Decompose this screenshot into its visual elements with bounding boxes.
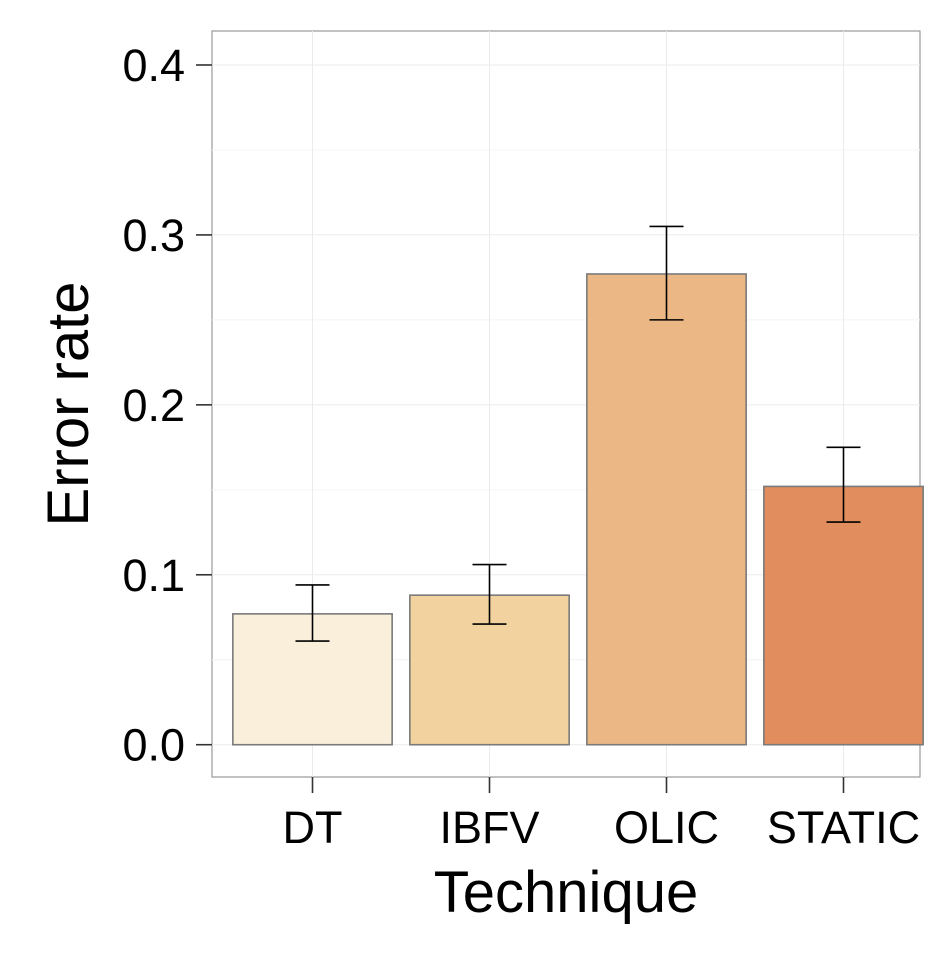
x-tick-label: STATIC (767, 802, 920, 853)
error-bar-olic (649, 225, 684, 321)
x-axis-title: Technique (434, 860, 698, 925)
y-tick-label: 0.3 (122, 210, 185, 261)
error-bar-ibfv (472, 563, 507, 625)
y-tick-label: 0.1 (122, 550, 185, 601)
y-tick-label: 0.4 (122, 40, 185, 91)
error-bars (295, 225, 861, 642)
bar-olic (586, 273, 747, 746)
y-axis-title: Error rate (36, 282, 101, 527)
x-tick-label: OLIC (614, 802, 719, 853)
error-bar-dt (295, 584, 330, 642)
y-axis: 0.0 0.1 0.2 0.3 0.4 (122, 40, 212, 771)
y-tick-label: 0.2 (122, 380, 185, 431)
bar-static (763, 485, 924, 746)
error-bar-static (826, 446, 861, 523)
x-tick-label: IBFV (439, 802, 539, 853)
y-tick-label: 0.0 (122, 720, 185, 771)
x-tick-label: DT (283, 802, 343, 853)
x-axis: DT IBFV OLIC STATIC (283, 777, 920, 853)
